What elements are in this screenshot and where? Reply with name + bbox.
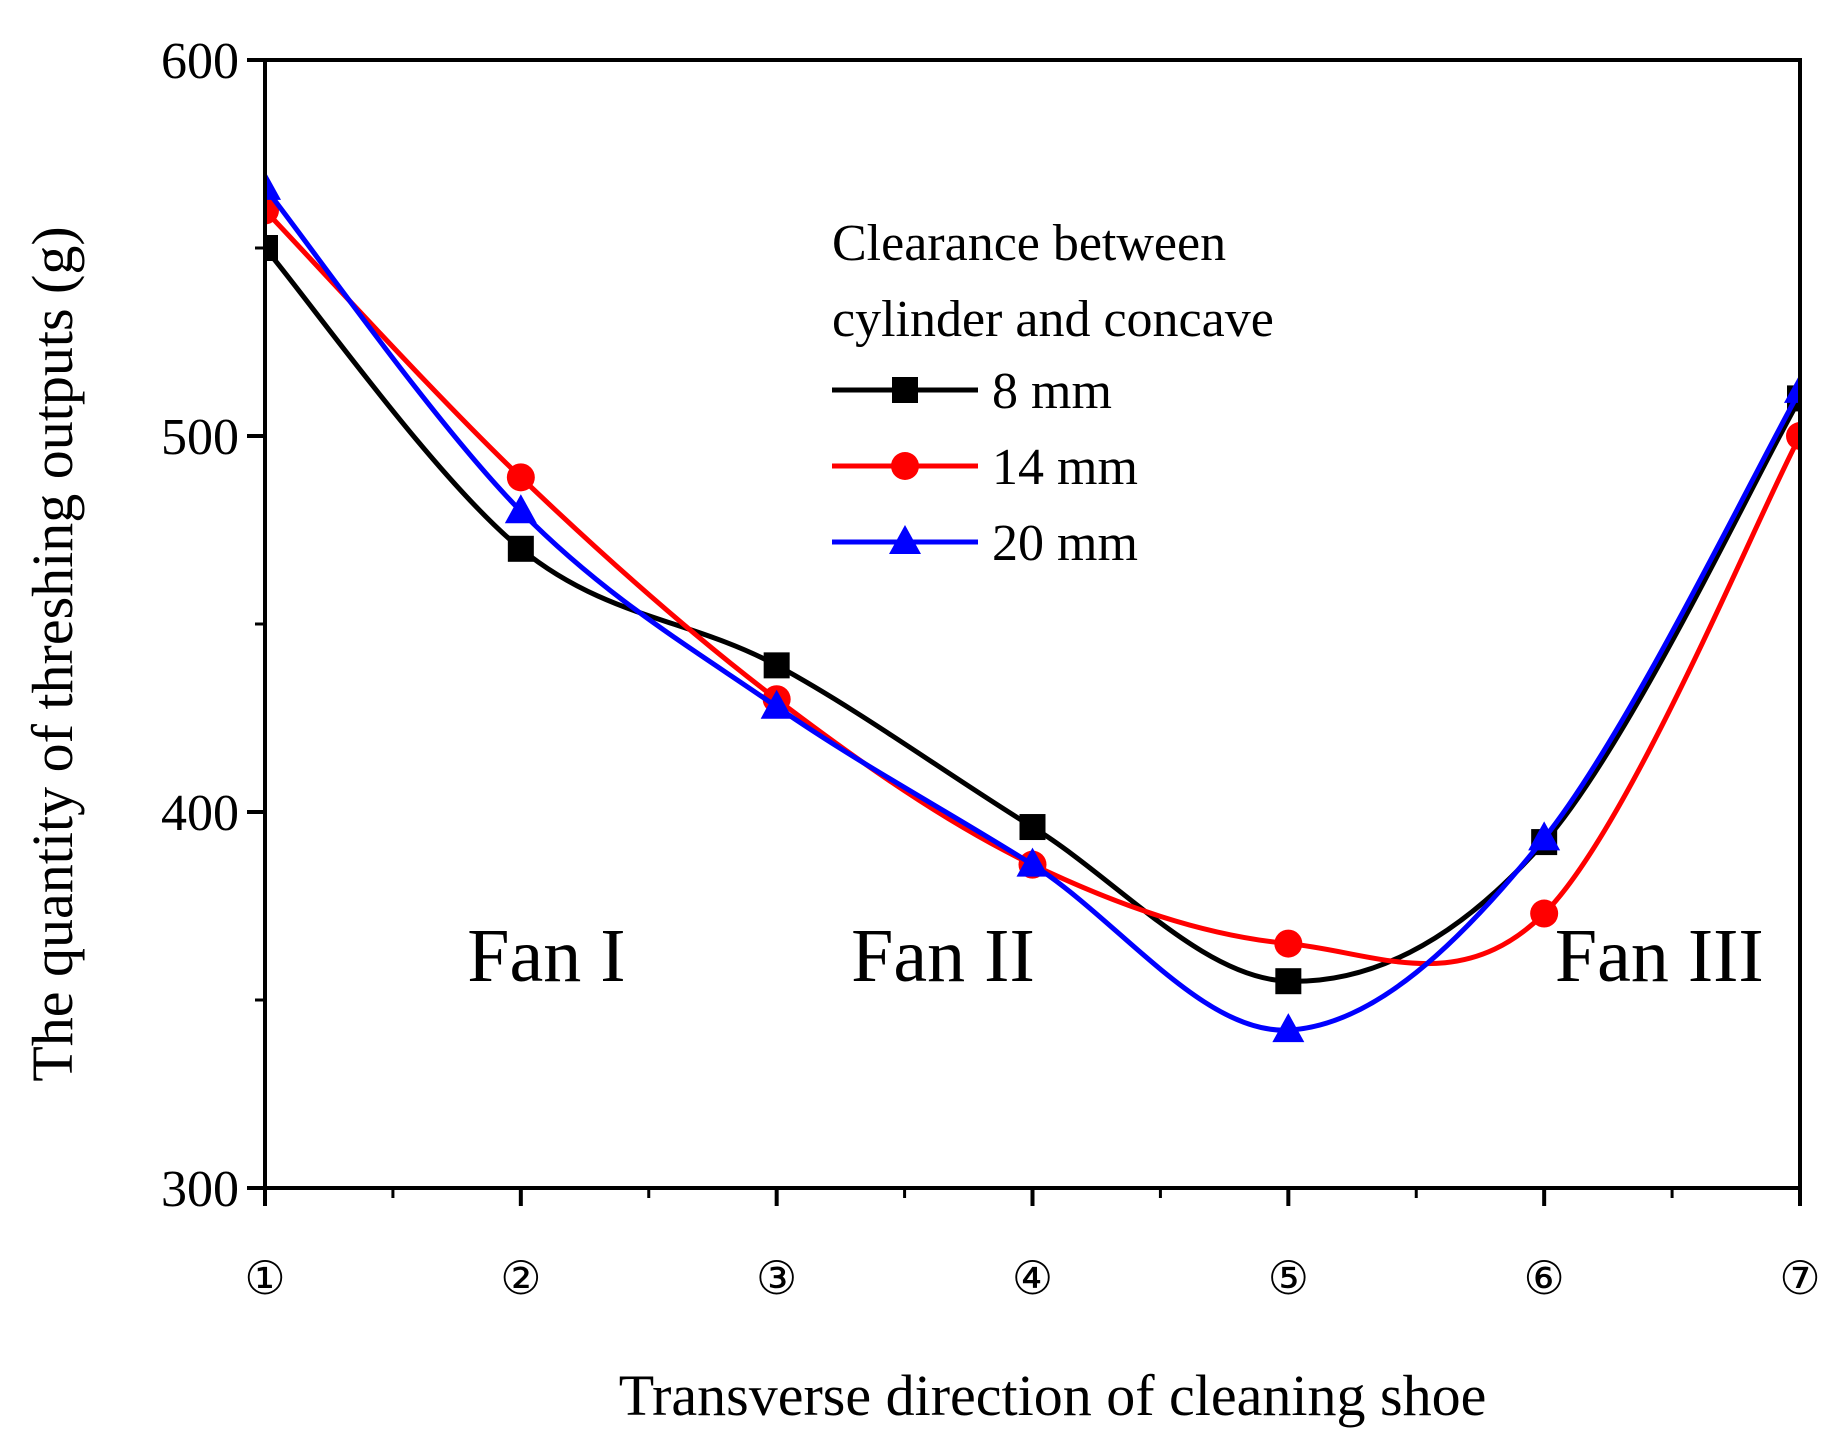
legend-entry-1: 14 mm [832, 439, 1138, 496]
annotations: Fan I Fan II Fan III [467, 914, 1764, 998]
x-tick-label: ④ [1012, 1251, 1053, 1305]
fan-annotation: Fan I [467, 914, 625, 998]
legend-label: 20 mm [992, 515, 1138, 572]
legend-entry-0: 8 mm [832, 363, 1112, 420]
data-point [1016, 847, 1049, 877]
legend-title-line: cylinder and concave [832, 291, 1274, 348]
data-point [506, 463, 535, 492]
data-point [1786, 422, 1800, 450]
x-tick-label: ② [500, 1251, 541, 1305]
data-point [1275, 968, 1302, 995]
y-tick-label: 300 [161, 1161, 239, 1218]
data-point [504, 494, 537, 524]
series-0 [265, 235, 1800, 995]
series-layer [265, 170, 1800, 1043]
x-tick-label: ① [244, 1251, 285, 1305]
fan-annotation: Fan III [1555, 914, 1764, 998]
data-point [1528, 821, 1561, 851]
data-point [265, 235, 278, 261]
x-tick-label: ⑦ [1779, 1251, 1820, 1305]
legend-entry-2: 20 mm [832, 515, 1138, 572]
y-tick-label: 600 [161, 33, 239, 90]
axes: 300 400 500 600 ① ② ③ ④ ⑤ ⑥ ⑦ [161, 33, 1821, 1305]
legend-swatch-marker [889, 525, 921, 554]
data-point [760, 689, 793, 719]
x-axis-title: Transverse direction of cleaning shoe [619, 1363, 1487, 1428]
x-tick-label: ⑥ [1524, 1251, 1565, 1305]
y-tick-label: 400 [161, 785, 239, 842]
y-tick-label: 500 [161, 409, 239, 466]
legend-swatch-marker [892, 377, 918, 403]
y-axis-title: The quantity of threshing outputs (g) [20, 226, 85, 1081]
fan-annotation: Fan II [851, 914, 1035, 998]
legend-label: 8 mm [992, 363, 1112, 420]
data-point [1272, 1013, 1305, 1043]
legend-swatch-marker [891, 452, 919, 480]
data-point [1019, 814, 1046, 841]
data-point [1530, 899, 1559, 928]
data-point [1784, 373, 1800, 403]
legend-title-line: Clearance between [832, 215, 1226, 272]
data-point [265, 170, 281, 200]
x-tick-label: ⑤ [1268, 1251, 1309, 1305]
data-point [763, 652, 790, 679]
data-point [1274, 929, 1303, 958]
data-point [507, 535, 534, 562]
legend: Clearance between cylinder and concave 8 … [832, 215, 1274, 572]
legend-label: 14 mm [992, 439, 1138, 496]
x-tick-label: ③ [756, 1251, 797, 1305]
series-2 [265, 170, 1800, 1043]
